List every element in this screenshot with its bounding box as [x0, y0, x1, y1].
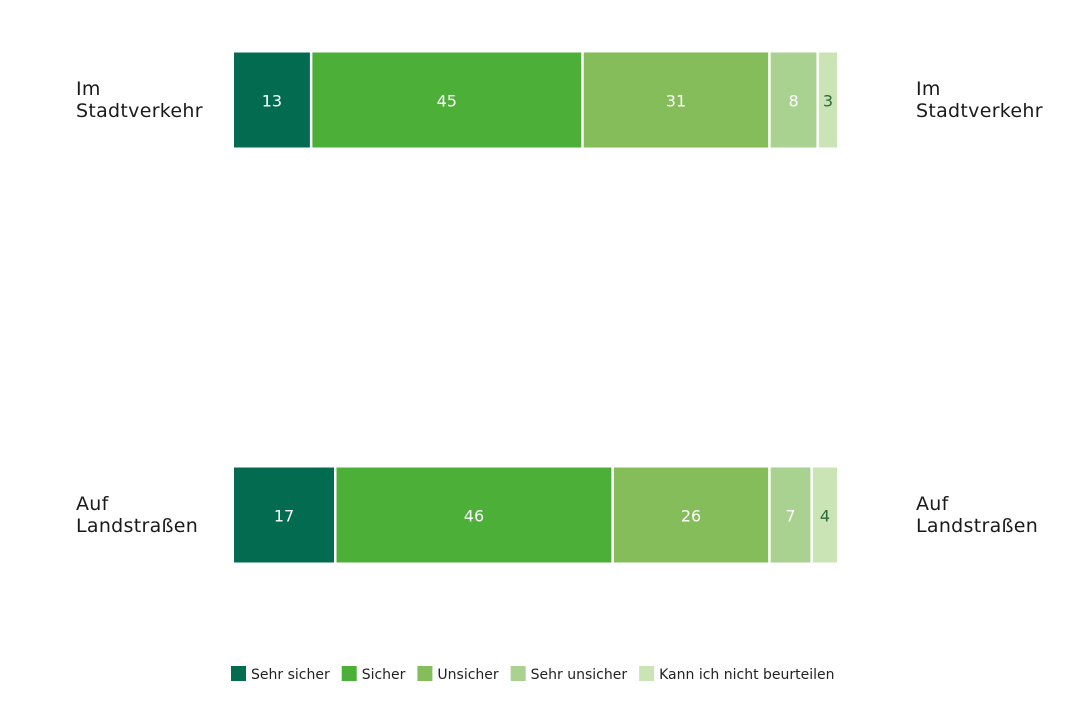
legend-label: Kann ich nicht beurteilen: [659, 667, 834, 683]
value-label: 8: [788, 92, 798, 111]
legend-label: Unsicher: [437, 667, 498, 683]
value-label: 26: [681, 507, 701, 526]
value-label: 4: [820, 507, 830, 526]
bar-segment: [770, 467, 811, 563]
bar-segment: [812, 467, 837, 563]
category-label: Im Stadtverkehr: [76, 78, 203, 122]
bar-segment: [312, 52, 582, 148]
bar-segment: [336, 467, 612, 563]
legend-label: Sehr sicher: [251, 667, 330, 683]
legend-swatch: [510, 666, 526, 681]
legend-swatch: [639, 666, 655, 681]
value-label: 7: [785, 507, 795, 526]
category-label: Auf Landstraßen: [76, 493, 199, 537]
legend-swatch: [341, 666, 357, 681]
legend-label: Sicher: [362, 667, 406, 683]
category-label: Im Stadtverkehr: [916, 78, 1043, 122]
bar-segment: [613, 467, 769, 563]
value-label: 31: [666, 92, 686, 111]
value-label: 3: [823, 92, 833, 111]
bar-segment: [583, 52, 769, 148]
bar-segment: [770, 52, 817, 148]
legend-swatch: [417, 666, 433, 681]
bar-segment: [818, 52, 837, 148]
bar-segment: [234, 52, 310, 148]
bar-segment: [234, 467, 335, 563]
value-label: 13: [262, 92, 282, 111]
legend-label: Sehr unsicher: [531, 667, 628, 683]
value-label: 45: [437, 92, 457, 111]
value-label: 17: [274, 507, 294, 526]
value-label: 46: [464, 507, 484, 526]
category-label: Auf Landstraßen: [916, 493, 1039, 537]
legend-swatch: [231, 666, 246, 681]
